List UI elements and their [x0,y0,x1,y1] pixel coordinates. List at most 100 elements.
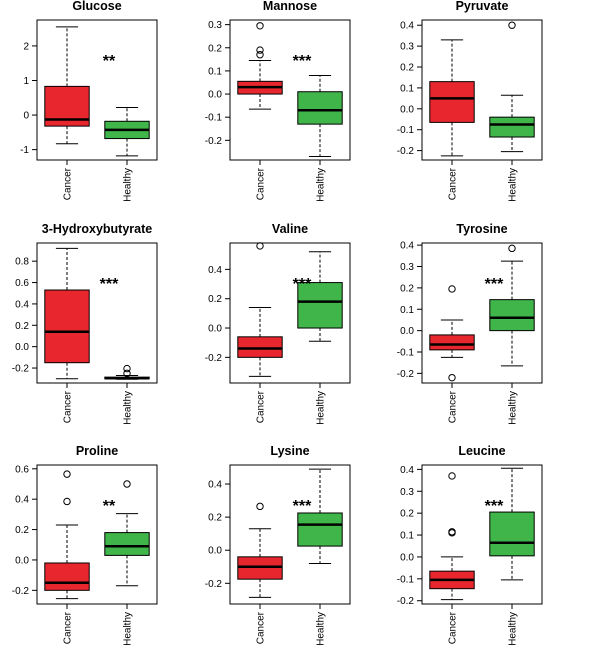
outlier-point-mannose-cancer-2 [256,22,264,30]
chart-title-leucine: Leucine [458,444,505,458]
x-category-label-proline-cancer: Cancer [63,611,74,644]
box-tyrosine-healthy [489,299,535,332]
y-tick-label-tyrosine-3: 0.1 [400,305,414,316]
chart-panel-valine: Valine -0.2 0.0 0.2 0.4 Cancer Healthy *** [205,222,351,425]
chart-title-proline: Proline [76,444,118,458]
y-tick-label-pyruvate-1: -0.1 [397,125,415,136]
y-tick-label-lysine-0: -0.2 [205,579,223,590]
y-tick-label-tyrosine-0: -0.2 [397,369,415,380]
x-category-label-mannose-healthy: Healthy [316,168,327,202]
y-tick-label-tyrosine-4: 0.2 [400,283,414,294]
plot-frame-mannose [229,19,351,161]
chart-title-tyrosine: Tyrosine [456,222,507,236]
box-leucine-healthy [489,511,535,557]
y-tick-label-glucose-2: 1 [23,76,29,87]
y-tick-label-pyruvate-6: 0.4 [400,21,414,32]
y-tick-label-pyruvate-2: 0.0 [400,104,414,115]
outlier-point-mannose-cancer-1 [256,46,264,54]
significance-marker-leucine: *** [485,498,504,515]
plot-frame-leucine [421,464,543,605]
outlier-point-leucine-cancer-1 [448,528,456,536]
box-valine-cancer [237,336,283,358]
plot-frame-valine [229,242,351,384]
significance-marker-tyrosine: *** [485,276,504,293]
outlier-point-tyrosine-cancer-0 [448,285,456,293]
x-category-label-mannose-cancer: Cancer [256,167,267,200]
x-category-label-valine-cancer: Cancer [256,390,267,423]
x-category-label-tyrosine-healthy: Healthy [508,391,519,425]
outlier-point-proline-cancer-0 [63,497,71,506]
chart-title-pyruvate: Pyruvate [456,0,509,13]
chart-title-lysine: Lysine [270,444,309,458]
plot-frame-pyruvate [421,19,543,161]
chart-panel-lysine: Lysine -0.2 0.0 0.2 0.4 Cancer Healthy *** [205,444,351,646]
y-tick-label-leucine-6: 0.4 [400,465,414,476]
outlier-point-proline-cancer-1 [63,470,71,478]
box-proline-healthy [104,532,150,556]
outlier-point-pyruvate-healthy-0 [508,21,516,29]
y-tick-label-valine-3: 0.4 [208,265,222,276]
y-tick-label-glucose-3: 2 [23,41,29,52]
chart-panel-leucine: Leucine -0.2 -0.1 0.0 0.1 0.2 0.3 0.4 Cancer Heal… [397,444,543,646]
y-tick-label-3-hydroxybutyrate-3: 0.4 [15,299,29,310]
y-tick-label-valine-1: 0.0 [208,324,222,335]
box-pyruvate-healthy [489,116,535,138]
y-tick-label-valine-0: -0.2 [205,353,223,364]
outlier-point-mannose-cancer-0 [256,51,264,59]
y-tick-label-proline-2: 0.2 [15,525,29,536]
x-category-label-pyruvate-cancer: Cancer [448,167,459,200]
chart-panel-mannose: Mannose -0.2 -0.1 0.0 0.1 0.2 0.3 Cancer Healthy… [205,0,351,202]
box-3-hydroxybutyrate-cancer [44,289,90,364]
y-tick-label-tyrosine-2: 0.0 [400,326,414,337]
y-tick-label-lysine-3: 0.4 [208,480,222,491]
y-tick-label-leucine-2: 0.0 [400,552,414,563]
plot-frame-proline [36,464,158,605]
chart-title-glucose: Glucose [72,0,121,13]
significance-marker-mannose: *** [293,53,312,70]
y-tick-label-proline-4: 0.6 [15,464,29,475]
outlier-point-leucine-cancer-2 [448,472,456,480]
plot-frame-3-hydroxybutyrate [36,242,158,384]
significance-marker-valine: *** [293,276,312,293]
x-category-label-3-hydroxybutyrate-healthy: Healthy [123,391,134,425]
y-tick-label-3-hydroxybutyrate-2: 0.2 [15,321,29,332]
x-category-label-proline-healthy: Healthy [123,612,134,646]
box-lysine-healthy [297,512,343,547]
y-tick-label-3-hydroxybutyrate-0: -0.2 [12,364,30,375]
y-tick-label-mannose-1: -0.1 [205,113,223,124]
x-category-label-tyrosine-cancer: Cancer [448,390,459,423]
y-tick-label-proline-1: 0.0 [15,555,29,566]
plot-frame-glucose [36,19,158,161]
y-tick-label-leucine-5: 0.3 [400,487,414,498]
box-tyrosine-cancer [429,334,475,351]
chart-panel-3-hydroxybutyrate: 3-Hydroxybutyrate -0.2 0.0 0.2 0.4 0.6 0.8 Canc… [12,222,158,425]
outlier-point-tyrosine-healthy-0 [508,244,516,253]
y-tick-label-lysine-1: 0.0 [208,546,222,557]
chart-panel-tyrosine: Tyrosine -0.2 -0.1 0.0 0.1 0.2 0.3 0.4 Cancer Hea… [397,222,543,425]
chart-title-3-hydroxybutyrate: 3-Hydroxybutyrate [42,222,152,236]
box-proline-cancer [44,562,90,591]
y-tick-label-proline-0: -0.2 [12,586,30,597]
x-category-label-lysine-cancer: Cancer [256,611,267,644]
y-tick-label-pyruvate-3: 0.1 [400,83,414,94]
y-tick-label-mannose-0: -0.2 [205,136,223,147]
y-tick-label-leucine-1: -0.1 [397,574,415,585]
outlier-point-proline-healthy-0 [123,480,131,488]
y-tick-label-tyrosine-1: -0.1 [397,348,415,359]
outlier-point-tyrosine-cancer-1 [448,373,456,382]
chart-title-valine: Valine [272,222,308,236]
y-tick-label-pyruvate-0: -0.2 [397,146,415,157]
y-tick-label-pyruvate-4: 0.2 [400,63,414,74]
y-tick-label-mannose-4: 0.2 [208,43,222,54]
box-valine-healthy [297,282,343,329]
y-tick-label-tyrosine-6: 0.4 [400,241,414,252]
significance-marker-proline: ** [103,498,116,515]
significance-marker-3-hydroxybutyrate: *** [100,276,119,293]
y-tick-label-3-hydroxybutyrate-5: 0.8 [15,257,29,268]
box-mannose-healthy [297,91,343,125]
chart-title-mannose: Mannose [263,0,317,13]
outlier-point-3-hydroxybutyrate-healthy-1 [123,364,131,373]
chart-panel-proline: Proline -0.2 0.0 0.2 0.4 0.6 Cancer Healthy ** [12,444,158,646]
